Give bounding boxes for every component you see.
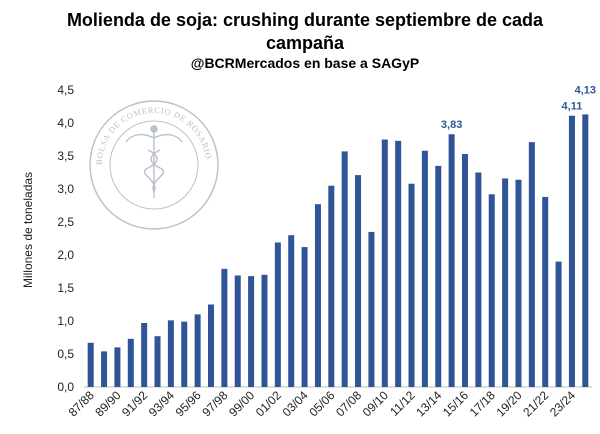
bar-99-00 (248, 276, 255, 387)
bar-00-01 (261, 274, 268, 387)
bar-90-91 (127, 338, 134, 387)
x-tick-label: 05/06 (306, 388, 337, 419)
bar-87-88 (87, 342, 94, 387)
x-tick-label: 09/10 (360, 388, 391, 419)
bar-10-11 (395, 140, 402, 387)
chart-title-line-2: campaña (266, 33, 345, 53)
bar-23-24 (568, 115, 575, 388)
bar-09-10 (381, 139, 388, 387)
bar-14-15 (448, 134, 455, 387)
y-tick-label: 2,5 (57, 215, 74, 229)
bar-93-94 (167, 320, 174, 387)
bar-96-97 (207, 304, 215, 387)
bar-98-99 (234, 275, 241, 387)
watermark-seal: BOLSA DE COMERCIO DE ROSARIO (89, 100, 219, 230)
bar-18-19 (502, 178, 509, 387)
bar-19-20 (515, 179, 522, 387)
chart-subtitle: @BCRMercados en base a SAGyP (191, 55, 419, 71)
x-tick-label: 95/96 (173, 388, 204, 419)
bar-88-89 (101, 351, 108, 387)
bar-05-06 (328, 185, 335, 387)
bar-15-16 (461, 154, 469, 387)
caduceus-seal-icon (125, 125, 183, 198)
x-tick-label: 93/94 (146, 388, 177, 419)
bar-04-05 (314, 204, 321, 387)
x-tick-label: 23/24 (547, 388, 578, 419)
bar-02-03 (288, 235, 295, 387)
data-label-14-15: 3,83 (441, 119, 462, 131)
chart-title-line-1: Molienda de soja: crushing durante septi… (67, 10, 544, 30)
x-tick-label: 17/18 (467, 388, 498, 419)
x-tick-label: 15/16 (440, 388, 471, 419)
x-tick-label: 11/12 (387, 388, 418, 419)
bar-11-12 (408, 183, 415, 387)
bar-89-90 (114, 347, 121, 387)
bar-92-93 (154, 336, 161, 387)
bars (87, 114, 589, 388)
x-tick-label: 03/04 (280, 388, 311, 419)
data-label-24-25: 4,13 (575, 85, 596, 97)
y-tick-label: 3,5 (57, 149, 74, 163)
y-tick-label: 1,5 (57, 281, 74, 295)
bar-21-22 (542, 196, 549, 387)
bar-24-25 (582, 114, 589, 388)
bar-03-04 (301, 247, 308, 387)
bar-20-21 (528, 142, 535, 387)
x-tick-label: 01/02 (253, 388, 284, 419)
bar-16-17 (475, 172, 482, 387)
bar-97-98 (221, 268, 228, 387)
y-tick-label: 0,5 (57, 347, 74, 361)
y-tick-label: 1,0 (57, 314, 74, 328)
x-tick-label: 21/22 (520, 388, 551, 419)
x-axis: 87/8889/9091/9293/9495/9697/9899/0001/02… (66, 388, 579, 419)
y-tick-label: 4,0 (57, 116, 74, 130)
data-label-23-24: 4,11 (562, 101, 583, 113)
y-axis: 0,0 0,5 1,0 1,5 2,0 2,5 3,0 3,5 4,0 4,5 (57, 83, 74, 394)
x-tick-label: 99/00 (226, 388, 257, 419)
bar-22-23 (555, 261, 562, 387)
bar-17-18 (488, 194, 495, 387)
x-tick-label: 13/14 (413, 388, 444, 419)
x-tick-label: 97/98 (199, 388, 230, 419)
bar-91-92 (141, 322, 148, 387)
bar-06-07 (341, 151, 348, 387)
x-tick-label: 91/92 (119, 388, 150, 419)
bar-07-08 (355, 175, 362, 387)
bar-13-14 (435, 165, 442, 387)
x-tick-label: 89/90 (92, 388, 123, 419)
bar-08-09 (368, 231, 375, 387)
y-tick-label: 4,5 (57, 83, 74, 97)
bar-95-96 (194, 314, 201, 387)
bar-01-02 (274, 242, 281, 387)
x-tick-label: 19/20 (493, 388, 524, 419)
y-tick-label: 0,0 (57, 380, 74, 394)
data-labels: 3,83 4,11 4,13 (441, 85, 596, 131)
y-tick-label: 3,0 (57, 182, 74, 196)
y-axis-label: Millones de toneladas (21, 172, 35, 288)
bar-12-13 (421, 150, 428, 387)
y-tick-label: 2,0 (57, 248, 74, 262)
x-tick-label: 07/08 (333, 388, 364, 419)
bar-94-95 (181, 321, 188, 387)
